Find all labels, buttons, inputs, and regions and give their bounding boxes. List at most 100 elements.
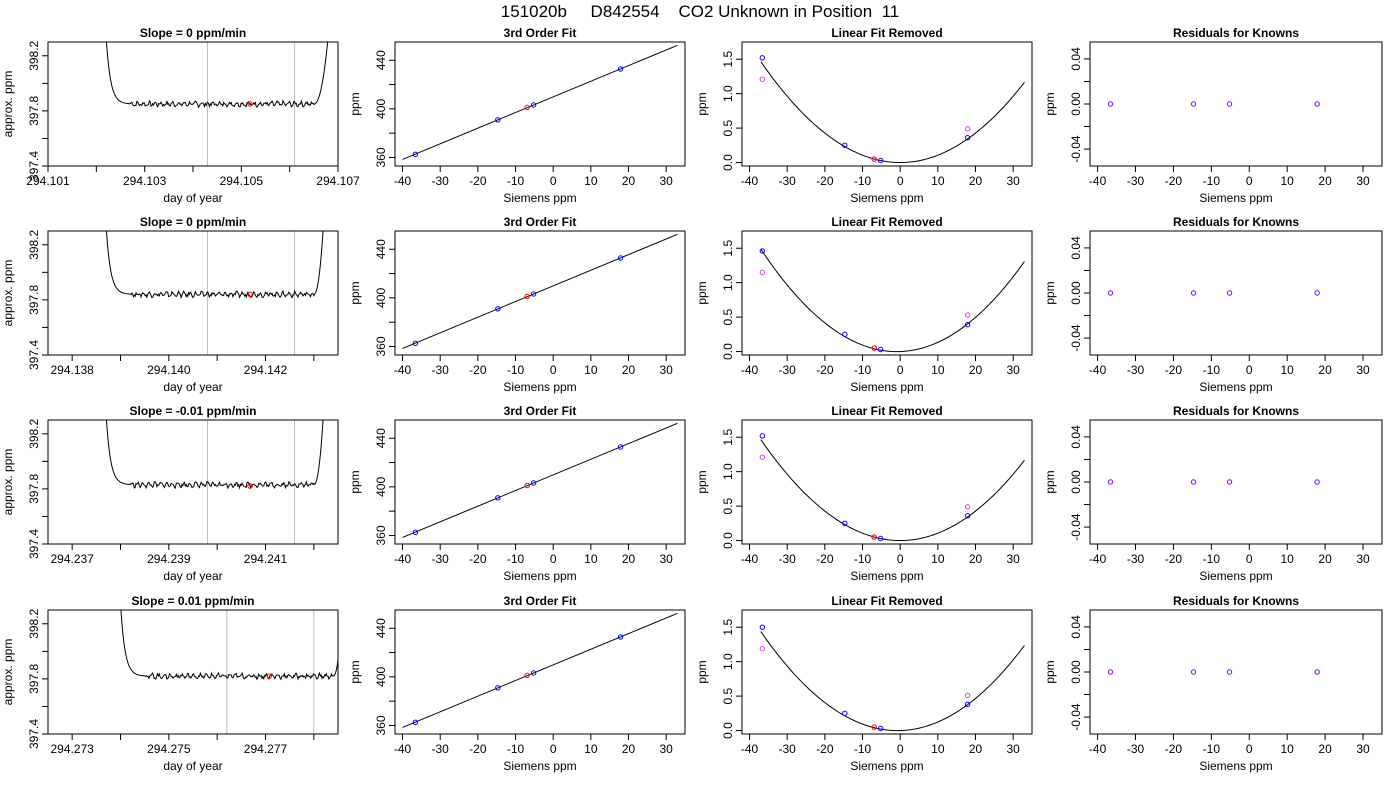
magenta-point xyxy=(964,312,971,318)
x-tick-label: 0 xyxy=(550,552,557,566)
x-tick-label: 20 xyxy=(622,742,636,756)
y-tick-label: 400 xyxy=(374,477,388,497)
plot-area xyxy=(105,420,324,544)
panel-time-row-1: Slope = 0 ppm/min day of year approx. ppm 2… xyxy=(1,26,360,205)
y-axis-label: ppm xyxy=(348,660,362,683)
panel-linear-row-2: Linear Fit Removed Siemens ppm ppm -40 -30 -2… xyxy=(695,215,1033,394)
x-axis-label: Siemens ppm xyxy=(850,380,923,394)
plot-area xyxy=(759,624,1025,732)
y-tick-label: 0.5 xyxy=(721,308,735,325)
magenta-point xyxy=(759,454,766,460)
panel-frame xyxy=(741,419,1033,545)
x-tick-label: 10 xyxy=(584,363,598,377)
x-tick-label: -40 xyxy=(394,552,412,566)
x-tick-label: -40 xyxy=(394,174,412,188)
panel-frame xyxy=(1089,419,1383,545)
x-tick-label: -20 xyxy=(816,174,834,188)
panel-frame xyxy=(741,609,1033,735)
x-tick-label: -40 xyxy=(1089,174,1107,188)
known-point xyxy=(617,255,624,261)
known-point xyxy=(617,66,624,72)
plot-area xyxy=(759,248,1025,353)
y-tick-label: 0.5 xyxy=(721,687,735,704)
y-axis-label: ppm xyxy=(1043,660,1057,683)
y-tick-label: 0.5 xyxy=(721,119,735,136)
residual-point xyxy=(1190,669,1197,675)
y-tick-label: 0.00 xyxy=(1069,660,1083,684)
x-tick-label: -10 xyxy=(854,742,872,756)
x-tick-label: -40 xyxy=(741,552,759,566)
known-point xyxy=(412,151,419,158)
residual-point xyxy=(1226,290,1233,296)
unknown-point xyxy=(871,345,877,351)
x-tick-label: 20 xyxy=(622,552,636,566)
x-tick-label: 10 xyxy=(1281,363,1295,377)
magenta-point xyxy=(964,692,971,699)
panel-frame xyxy=(47,230,339,356)
known-point xyxy=(495,685,501,691)
known-point xyxy=(530,291,537,297)
plot-area xyxy=(759,55,1025,164)
y-tick-label: 0.04 xyxy=(1069,236,1083,260)
y-tick-label: 397.4 xyxy=(27,529,41,559)
known-point xyxy=(842,710,848,717)
residual-point xyxy=(1107,101,1114,107)
y-tick-label: 440 xyxy=(374,239,388,259)
y-axis-label: ppm xyxy=(695,281,709,304)
known-point xyxy=(877,346,884,353)
x-tick-label: 0 xyxy=(550,363,557,377)
plot-area xyxy=(402,44,678,160)
y-tick-label: -0.04 xyxy=(1069,135,1083,163)
y-tick-label: 0.0 xyxy=(721,532,735,549)
x-tick-label: -40 xyxy=(394,363,412,377)
x-axis-label: Siemens ppm xyxy=(850,569,923,583)
x-axis-label: Siemens ppm xyxy=(503,759,576,773)
y-tick-label: 0.00 xyxy=(1069,281,1083,305)
x-tick-label: -20 xyxy=(469,742,487,756)
magenta-point xyxy=(759,645,766,652)
x-tick-label: 30 xyxy=(659,742,673,756)
y-axis-label: ppm xyxy=(1043,470,1057,493)
x-tick-label: 0 xyxy=(1246,742,1253,756)
known-point xyxy=(842,331,848,338)
y-tick-label: 400 xyxy=(374,667,388,687)
unknown-point xyxy=(247,291,253,298)
unknown-point xyxy=(266,673,273,679)
known-point xyxy=(530,102,537,108)
plot-area xyxy=(1107,290,1320,296)
fit-curve xyxy=(760,61,1025,164)
panel-fit-row-2: 3rd Order Fit Siemens ppm ppm -40 -30 -20 -10 0… xyxy=(348,215,686,394)
x-axis-label: Siemens ppm xyxy=(1199,569,1272,583)
y-axis-label: ppm xyxy=(348,92,362,115)
x-tick-label: -20 xyxy=(816,742,834,756)
y-tick-label: 398.2 xyxy=(27,608,41,638)
unknown-point xyxy=(524,293,530,300)
x-tick-label: -40 xyxy=(1089,552,1107,566)
x-tick-label: 294.140 xyxy=(147,363,191,377)
residual-point xyxy=(1226,669,1233,675)
y-tick-label: 440 xyxy=(374,50,388,70)
x-tick-label: -30 xyxy=(432,363,450,377)
x-tick-label: -10 xyxy=(507,174,525,188)
data-trace xyxy=(105,231,324,300)
fit-line xyxy=(402,233,678,349)
y-tick-label: 397.4 xyxy=(27,719,41,749)
panel-title: Residuals for Knowns xyxy=(1173,594,1299,608)
panel-title: 3rd Order Fit xyxy=(504,594,577,608)
y-axis-label: ppm xyxy=(348,470,362,493)
y-axis-label: approx. ppm xyxy=(1,71,15,138)
x-tick-label: 10 xyxy=(1281,174,1295,188)
x-tick-label: 10 xyxy=(931,174,945,188)
x-tick-label: -10 xyxy=(1203,174,1221,188)
y-axis-label: ppm xyxy=(1043,281,1057,304)
panel-frame xyxy=(1089,609,1383,735)
y-tick-label: 1.0 xyxy=(721,653,735,670)
magenta-point xyxy=(964,504,971,510)
x-tick-label: -30 xyxy=(1127,742,1145,756)
plot-area xyxy=(402,612,678,728)
x-tick-label: 20 xyxy=(622,363,636,377)
x-tick-label: -10 xyxy=(854,174,872,188)
plot-area xyxy=(1107,101,1320,107)
x-axis-label: Siemens ppm xyxy=(850,191,923,205)
x-tick-label: 20 xyxy=(1318,552,1332,566)
